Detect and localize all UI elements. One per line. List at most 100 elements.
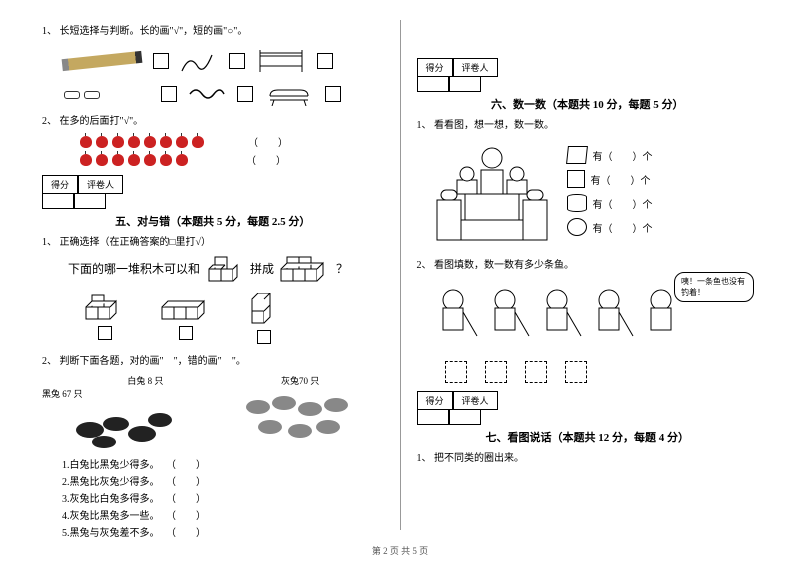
rabbits-black-icon	[70, 400, 180, 450]
score-box-blank	[417, 76, 759, 92]
right-column: 得分 评卷人 六、数一数（本题共 10 分，每题 5 分） 1、 看看图，想一想…	[405, 20, 771, 530]
have-text[interactable]: 有（ ）个	[593, 148, 653, 163]
score-blank[interactable]	[417, 409, 449, 425]
q2-text: 在多的后面打"√"。	[60, 116, 144, 127]
q6-1-num: 1、	[417, 120, 432, 131]
q5-1-line: 1、 正确选择（在正确答案的□里打√）	[42, 235, 384, 251]
sphere-icon	[567, 218, 587, 236]
pencil-icon	[62, 51, 143, 71]
q5-1-prompt: 下面的哪一堆积木可以和	[68, 262, 200, 276]
grader-label: 评卷人	[453, 391, 498, 410]
have-text[interactable]: 有（ ）个	[593, 220, 653, 235]
score-label: 得分	[417, 391, 453, 410]
grader-blank[interactable]	[449, 76, 481, 92]
have-text[interactable]: 有（ ）个	[593, 196, 653, 211]
judge-item: 2.黑兔比灰兔少得多。	[62, 477, 160, 488]
fish-count-box[interactable]	[525, 361, 547, 383]
cylinder-icon	[567, 194, 587, 212]
option-checkbox[interactable]	[257, 330, 271, 344]
blocks-option-icon	[158, 293, 214, 323]
judge-list: 1.白兔比黑兔少得多。 （ ） 2.黑兔比灰兔少得多。 （ ） 3.灰兔比白兔多…	[62, 456, 384, 539]
fish-count-box[interactable]	[445, 361, 467, 383]
answer-box[interactable]	[237, 86, 253, 102]
q1-line: 1、 长短选择与判断。长的画"√"，短的画"○"。	[42, 24, 384, 40]
rope-icon	[180, 47, 218, 75]
q5-1-text: 正确选择（在正确答案的□里打√）	[60, 237, 212, 248]
have-text[interactable]: 有（ ）个	[591, 172, 651, 187]
cube-icon	[567, 170, 585, 188]
judge-paren[interactable]: （ ）	[166, 494, 206, 505]
fish-count-box[interactable]	[485, 361, 507, 383]
grader-blank[interactable]	[74, 193, 106, 209]
judge-paren[interactable]: （ ）	[166, 477, 206, 488]
answer-box[interactable]	[153, 53, 169, 69]
glasses-icon	[62, 89, 102, 99]
blocks-option-icon	[244, 293, 284, 327]
q6-1-line: 1、 看看图，想一想，数一数。	[417, 118, 759, 134]
castle-blocks-icon	[427, 140, 557, 250]
rabbits-gray-icon	[240, 387, 360, 445]
score-box-blank	[42, 193, 384, 209]
q5-2-text: 判断下面各题，对的画" "，错的画" "。	[60, 356, 246, 367]
q5-1-suffix: 拼成	[250, 262, 274, 276]
apple-row-1: （ ）	[80, 134, 384, 149]
q6-2-content: 咦！一条鱼也没有钓着！	[427, 278, 759, 383]
black-label: 黑兔 67 只	[42, 387, 209, 400]
score-box: 得分 评卷人	[42, 175, 384, 194]
score-label: 得分	[417, 58, 453, 77]
option-checkbox[interactable]	[179, 326, 193, 340]
section6-title: 六、数一数（本题共 10 分，每题 5 分）	[417, 96, 759, 112]
section7-title: 七、看图说话（本题共 12 分，每题 4 分）	[417, 429, 759, 445]
gray-label: 灰兔70 只	[217, 374, 384, 387]
q2-num: 2、	[42, 116, 57, 127]
option-checkbox[interactable]	[98, 326, 112, 340]
score-blank[interactable]	[417, 76, 449, 92]
q5-2-num: 2、	[42, 356, 57, 367]
q5-1-end: ？	[336, 262, 348, 276]
judge-item: 3.灰兔比白兔多得多。	[62, 494, 160, 505]
answer-box[interactable]	[229, 53, 245, 69]
q7-1-text: 把不同类的圈出来。	[434, 453, 524, 464]
bed-icon	[256, 46, 306, 76]
grader-label: 评卷人	[453, 58, 498, 77]
q5-2-line: 2、 判断下面各题，对的画" "，错的画" "。	[42, 354, 384, 370]
answer-box[interactable]	[161, 86, 177, 102]
judge-paren[interactable]: （ ）	[166, 511, 206, 522]
cuboid-icon	[566, 146, 588, 164]
judge-paren[interactable]: （ ）	[166, 460, 206, 471]
judge-paren[interactable]: （ ）	[166, 528, 206, 539]
q6-2-num: 2、	[417, 260, 432, 271]
wave-icon	[188, 84, 226, 104]
score-blank[interactable]	[42, 193, 74, 209]
grader-label: 评卷人	[78, 175, 123, 194]
q1-num: 1、	[42, 26, 57, 37]
blocks-option-icon	[82, 293, 128, 323]
section5-title: 五、对与错（本题共 5 分，每题 2.5 分）	[42, 213, 384, 229]
paren[interactable]: （ ）	[246, 152, 286, 167]
q5-1-prompt-row: 下面的哪一堆积木可以和 拼成 ？	[68, 255, 384, 285]
q6-1-text: 看看图，想一想，数一数。	[434, 120, 554, 131]
score-box: 得分 评卷人	[417, 58, 759, 77]
q1-text: 长短选择与判断。长的画"√"，短的画"○"。	[60, 26, 248, 37]
answer-box[interactable]	[317, 53, 333, 69]
speech-bubble: 咦！一条鱼也没有钓着！	[674, 272, 754, 302]
bench-icon	[264, 82, 314, 106]
judge-item: 1.白兔比黑兔少得多。	[62, 460, 160, 471]
q5-1-num: 1、	[42, 237, 57, 248]
fish-count-box[interactable]	[565, 361, 587, 383]
page-footer: 第 2 页 共 5 页	[0, 544, 800, 557]
white-label: 白兔 8 只	[82, 374, 209, 387]
score-label: 得分	[42, 175, 78, 194]
paren[interactable]: （ ）	[248, 134, 288, 149]
judge-item: 4.灰兔比黑兔多一些。	[62, 511, 160, 522]
q7-1-num: 1、	[417, 453, 432, 464]
q2-line: 2、 在多的后面打"√"。	[42, 114, 384, 130]
grader-blank[interactable]	[449, 409, 481, 425]
score-box-blank	[417, 409, 759, 425]
cats-fishing-icon	[427, 278, 687, 358]
judge-item: 5.黑兔与灰兔差不多。	[62, 528, 160, 539]
q6-1-content: 有（ ）个 有（ ）个 有（ ）个 有（ ）个	[427, 140, 759, 250]
apple-icon	[80, 154, 92, 166]
q1-images	[62, 46, 384, 106]
answer-box[interactable]	[325, 86, 341, 102]
